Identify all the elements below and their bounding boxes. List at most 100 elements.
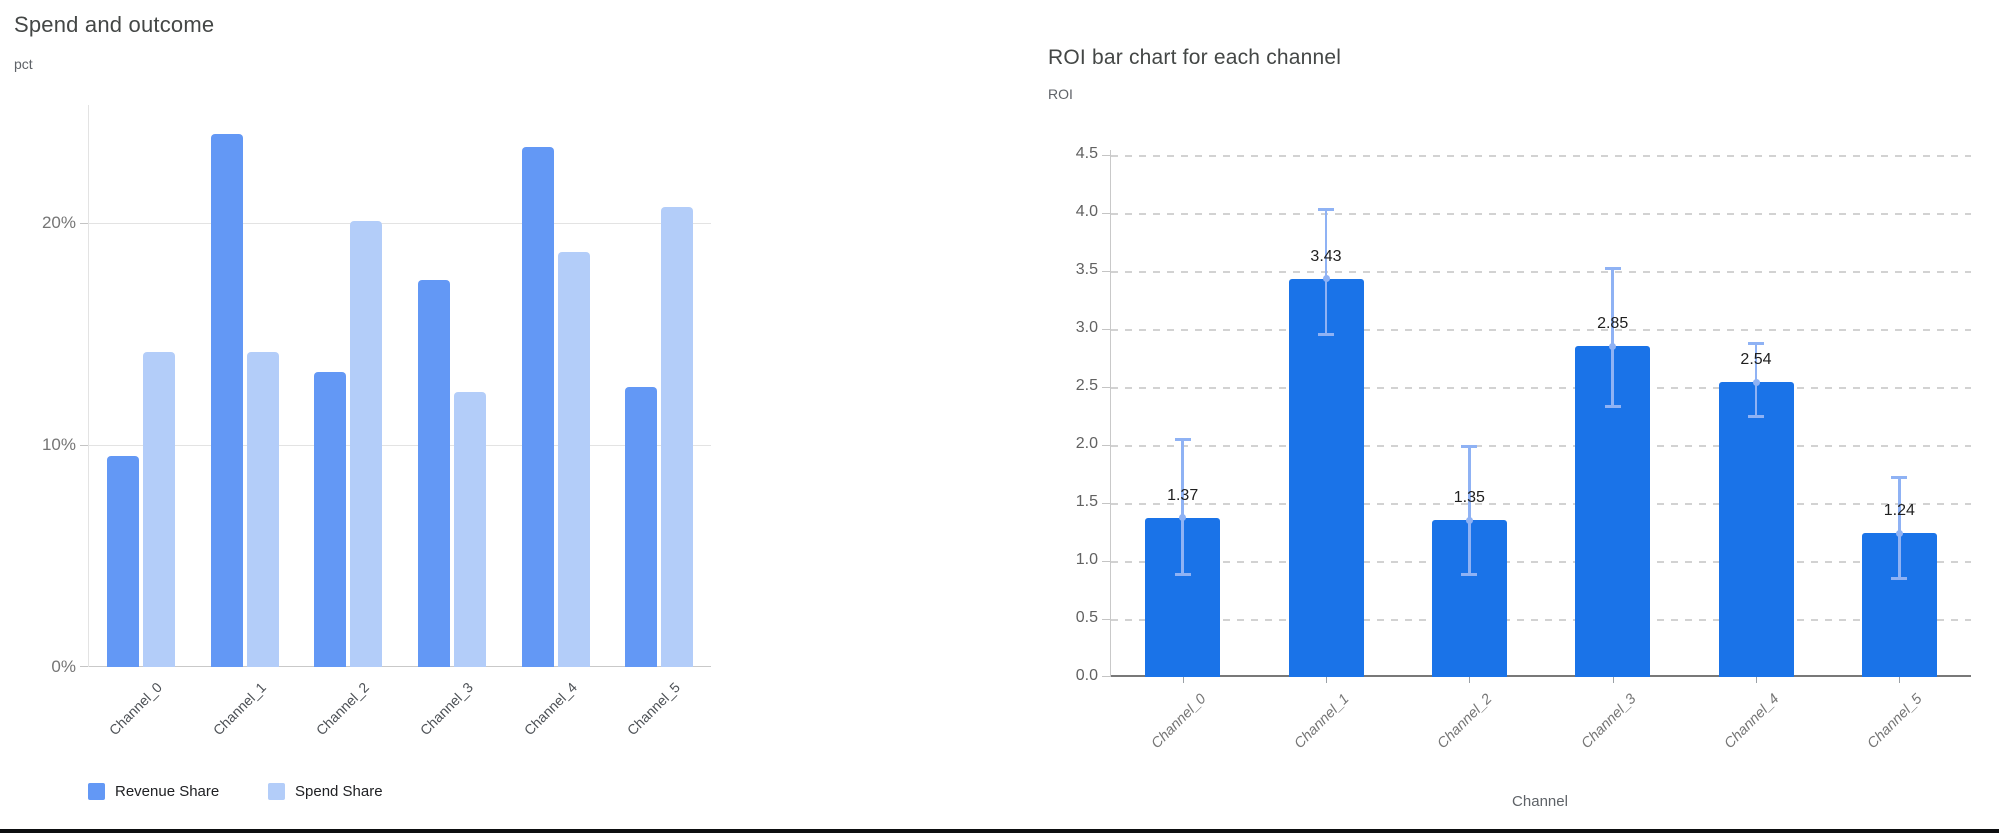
error-bar-cap-top xyxy=(1174,438,1191,442)
y-tick-label: 3.5 xyxy=(1075,260,1098,278)
y-gridline xyxy=(1111,444,1971,447)
y-tick-label: 0.0 xyxy=(1075,667,1098,684)
left-bar-revenue xyxy=(314,371,347,667)
left-bar-spend xyxy=(557,251,590,667)
error-bar-node xyxy=(1752,378,1760,386)
y-tickmark xyxy=(1102,154,1110,156)
y-tick-label: 0% xyxy=(51,657,76,676)
error-bar-node xyxy=(1895,529,1903,537)
legend-item-spend-share: Spend Share xyxy=(268,783,383,800)
y-gridline xyxy=(1111,328,1971,331)
error-bar-line xyxy=(1468,446,1471,575)
error-bar-line xyxy=(1611,268,1614,407)
roi-bar xyxy=(1288,278,1364,677)
y-tick-label: 4.0 xyxy=(1075,202,1098,220)
x-tick-label: Channel_4 xyxy=(520,679,580,739)
x-tick-label: Channel_3 xyxy=(416,679,477,739)
x-tickmark xyxy=(1612,677,1614,683)
y-gridline xyxy=(1111,386,1971,389)
y-gridline xyxy=(89,444,711,446)
x-tickmark xyxy=(1469,677,1471,683)
left-bar-spend xyxy=(246,351,279,667)
left-plot-area xyxy=(80,105,711,667)
error-bar-line xyxy=(1898,477,1901,580)
error-bar-cap-bottom xyxy=(1891,577,1908,581)
y-tick-label: 2.5 xyxy=(1075,376,1098,394)
y-gridline xyxy=(1111,212,1971,215)
x-tick-label: Channel_5 xyxy=(1864,691,1926,752)
left-bar-spend xyxy=(142,351,175,667)
x-axis-line xyxy=(1111,675,1971,677)
error-bar-cap-bottom xyxy=(1174,572,1191,576)
x-tickmark xyxy=(1182,677,1184,683)
x-tickmark xyxy=(1756,677,1757,683)
x-tick-label: Channel_3 xyxy=(1578,691,1639,752)
y-tick-label: 0.5 xyxy=(1075,608,1098,626)
left-bar-revenue xyxy=(521,147,554,667)
left-chart-title: Spend and outcome xyxy=(14,12,215,37)
bottom-divider xyxy=(0,829,1999,833)
left-bar-spend xyxy=(453,391,486,667)
y-tick-label: 10% xyxy=(41,434,76,454)
error-bar-cap-top xyxy=(1604,267,1621,271)
bar-value-label: 2.54 xyxy=(1740,351,1772,369)
y-tickmark xyxy=(1102,676,1110,677)
y-tickmark xyxy=(1102,560,1110,562)
y-gridline xyxy=(1111,270,1971,273)
revenue-share-swatch xyxy=(88,783,105,800)
x-tick-label: Channel_1 xyxy=(1291,691,1353,752)
left-bar-revenue xyxy=(210,133,243,667)
y-tick-label: 2.0 xyxy=(1075,434,1098,452)
left-bar-revenue xyxy=(625,387,658,667)
x-tickmark xyxy=(1899,677,1901,683)
left-bar-spend xyxy=(661,207,694,667)
error-bar-line xyxy=(1181,439,1184,575)
right-plot-area: 1.37 3.43 1.35 2.85 2.54 1.24 xyxy=(1102,150,1971,683)
left-chart-legend: Revenue Share Spend Share xyxy=(0,783,800,803)
y-tickmark xyxy=(1102,328,1110,330)
x-tick-label: Channel_5 xyxy=(624,679,684,739)
spend-share-swatch xyxy=(268,783,285,800)
y-tickmark xyxy=(1102,618,1110,620)
y-tick-label: 1.5 xyxy=(1075,492,1098,510)
y-tick-label: 1.0 xyxy=(1075,550,1098,568)
error-bar-cap-bottom xyxy=(1461,572,1478,576)
left-bar-revenue xyxy=(106,455,139,667)
x-tick-label: Channel_1 xyxy=(209,679,269,739)
y-gridline xyxy=(1111,154,1971,157)
right-x-axis-title: Channel xyxy=(1512,793,1568,810)
x-tickmark xyxy=(1326,677,1327,683)
bar-value-label: 1.37 xyxy=(1167,486,1199,504)
error-bar-cap-bottom xyxy=(1748,414,1764,418)
y-tick-label: 20% xyxy=(41,212,76,232)
right-y-axis-label: ROI xyxy=(1048,86,1073,102)
y-gridline xyxy=(89,222,711,224)
error-bar-cap-bottom xyxy=(1604,404,1621,408)
y-tickmark xyxy=(80,666,88,667)
revenue-share-label: Revenue Share xyxy=(115,783,220,800)
left-y-axis-label: pct xyxy=(14,56,33,72)
error-bar-cap-top xyxy=(1461,445,1478,448)
error-bar-node xyxy=(1465,516,1473,524)
error-bar-node xyxy=(1609,342,1617,350)
y-gridline xyxy=(1111,618,1971,621)
left-bar-revenue xyxy=(417,280,450,667)
bar-value-label: 3.43 xyxy=(1310,247,1342,265)
x-tick-label: Channel_2 xyxy=(1434,691,1496,752)
y-gridline xyxy=(1111,502,1971,505)
y-tickmark xyxy=(1102,502,1110,504)
error-bar-cap-top xyxy=(1891,476,1908,480)
legend-item-revenue-share: Revenue Share xyxy=(88,783,219,800)
bar-value-label: 1.24 xyxy=(1883,502,1915,520)
x-tick-label: Channel_4 xyxy=(1721,691,1783,752)
y-gridline xyxy=(1111,560,1971,563)
y-tick-label: 4.5 xyxy=(1075,144,1098,162)
roi-chart: ROI bar chart for each channel ROI 1.37 3… xyxy=(1020,0,1999,838)
left-bar-spend xyxy=(350,220,383,667)
y-tickmark xyxy=(1102,386,1110,388)
bar-value-label: 1.35 xyxy=(1453,489,1485,507)
error-bar-node xyxy=(1322,275,1330,283)
x-tick-label: Channel_0 xyxy=(105,679,166,739)
y-tick-label: 3.0 xyxy=(1075,318,1098,336)
y-tickmark xyxy=(1102,212,1110,214)
